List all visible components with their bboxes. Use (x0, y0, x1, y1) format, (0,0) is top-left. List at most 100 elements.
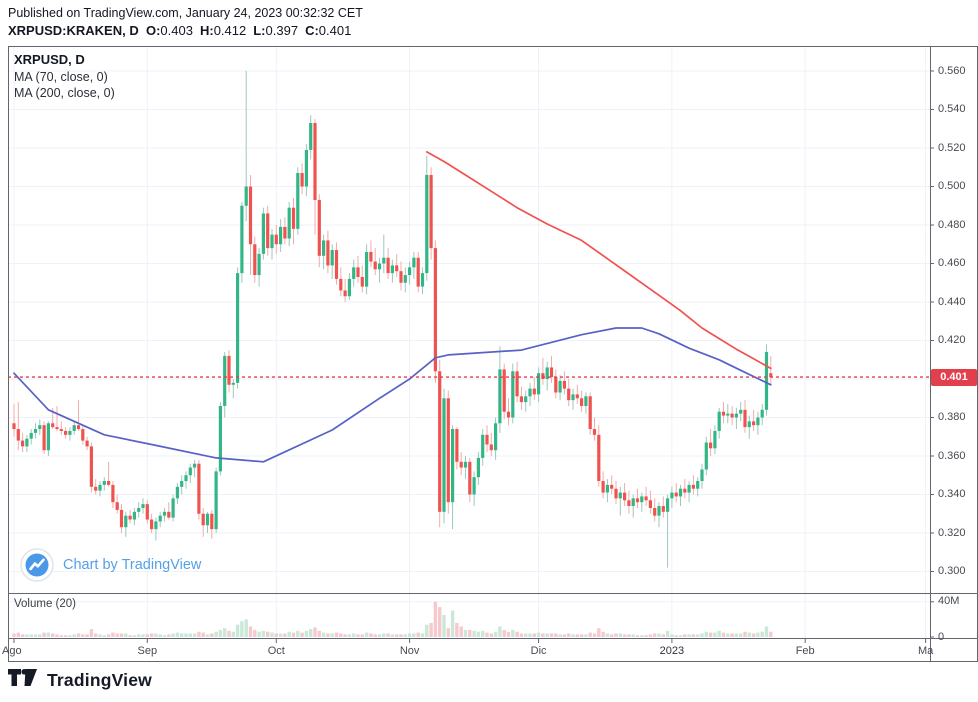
candle-body (644, 496, 648, 501)
candle-body (386, 257, 390, 274)
volume-bar (72, 634, 76, 637)
candle-body (764, 352, 769, 410)
volume-bar (132, 635, 137, 637)
volume-bar (459, 626, 463, 637)
volume-bar (317, 630, 321, 637)
volume-bar (106, 634, 111, 637)
candle-body (610, 484, 614, 489)
candle-body (180, 481, 184, 487)
candle-body (416, 257, 420, 287)
volume-bar (223, 628, 227, 637)
candle-body (369, 251, 373, 262)
footer-brand[interactable]: TradingView (8, 669, 152, 691)
candle-body (468, 461, 472, 495)
high-value: 0.412 (213, 23, 247, 38)
candle-body (498, 369, 502, 424)
price-tick-label: 0.360 (938, 449, 966, 462)
volume-bar (708, 632, 713, 637)
chart-legend-ma200[interactable]: MA (200, close, 0) (14, 86, 115, 100)
volume-bar (420, 633, 425, 637)
candle-body (433, 248, 437, 372)
volume-bar (674, 635, 678, 637)
symbol-title: XRPUSD:KRAKEN, D (8, 23, 139, 38)
volume-bar (210, 633, 214, 637)
candle-body (601, 481, 605, 493)
brand-name: TradingView (47, 669, 152, 690)
candle-body (287, 207, 291, 239)
volume-bar (605, 633, 610, 637)
volume-bar (455, 622, 459, 637)
volume-bar (235, 624, 240, 637)
volume-bar (721, 632, 726, 637)
volume-bar (141, 634, 145, 637)
candle-body (266, 213, 270, 249)
candle-body (403, 275, 407, 283)
candle-body (653, 507, 657, 516)
candle-body (425, 174, 429, 274)
candle-body (687, 484, 691, 493)
volume-bar (395, 634, 399, 637)
candle-body (429, 174, 433, 249)
volume-bar (403, 634, 407, 637)
volume-bar (442, 615, 446, 637)
volume-bar (730, 633, 734, 637)
candle-body (304, 149, 308, 187)
candle-body (399, 271, 403, 283)
price-tick-label: 0.520 (938, 141, 966, 154)
volume-bar (356, 634, 360, 637)
volume-legend[interactable]: Volume (20) (14, 598, 77, 610)
volume-bar (309, 629, 313, 637)
volume-bar (278, 633, 283, 637)
tradingview-watermark[interactable]: Chart by TradingView (20, 548, 201, 582)
volume-bar (743, 631, 747, 637)
candle-body (214, 471, 218, 530)
volume-bar (231, 631, 235, 637)
chart-legend-symbol[interactable]: XRPUSD, D (14, 52, 85, 67)
candle-body (210, 513, 214, 530)
volume-bar (149, 633, 154, 637)
candle-body (558, 380, 562, 393)
candle-body (739, 409, 743, 414)
candle-body (274, 234, 278, 245)
volume-bar (567, 633, 571, 637)
candle-body (752, 421, 756, 426)
volume-bar (270, 632, 274, 637)
watermark-label: Chart by TradingView (63, 557, 202, 573)
candle-body (696, 481, 700, 489)
candle-body (674, 492, 678, 497)
candle-body (618, 492, 622, 499)
candle-body (571, 394, 575, 401)
candle-body (223, 355, 227, 406)
price-tick-label: 0.320 (938, 526, 966, 539)
volume-bar (472, 630, 476, 637)
volume-bar (399, 634, 403, 637)
low-label: L: (253, 23, 266, 38)
volume-bar (124, 633, 128, 637)
volume-bar (16, 632, 20, 637)
volume-bar (330, 633, 334, 637)
price-tick-label: 0.440 (938, 295, 966, 308)
candle-body (300, 173, 304, 187)
chart-legend-ma70[interactable]: MA (70, close, 0) (14, 70, 108, 84)
volume-bar (653, 633, 657, 637)
candle-body (21, 440, 25, 447)
candle-body (162, 511, 167, 516)
candle-body (279, 226, 283, 245)
volume-bar (545, 633, 549, 637)
price-tick-label: 0.380 (938, 411, 966, 423)
candle-body (442, 398, 446, 512)
time-tick-label: Nov (399, 645, 420, 657)
volume-bar (429, 622, 433, 637)
candle-body (270, 234, 274, 249)
volume-bar (102, 635, 106, 637)
volume-bar (635, 635, 640, 637)
candle-body (683, 488, 687, 493)
candle-body (352, 267, 356, 279)
volume-bar (296, 630, 300, 637)
volume-bar (562, 634, 567, 637)
candle-body (549, 367, 554, 378)
candle-body (575, 394, 579, 399)
volume-bar (704, 631, 708, 637)
volume-bar (631, 634, 635, 637)
